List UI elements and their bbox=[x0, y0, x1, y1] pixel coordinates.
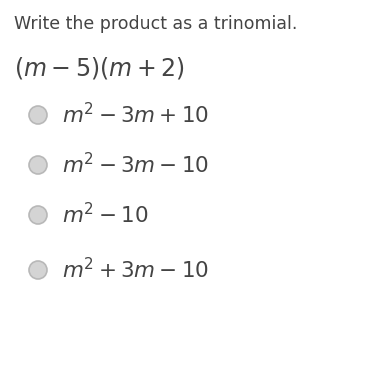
Circle shape bbox=[29, 106, 47, 124]
Text: $m^2-10$: $m^2-10$ bbox=[62, 203, 149, 228]
Circle shape bbox=[29, 206, 47, 224]
Text: Write the product as a trinomial.: Write the product as a trinomial. bbox=[14, 15, 298, 33]
Circle shape bbox=[29, 156, 47, 174]
Text: $m^2-3m-10$: $m^2-3m-10$ bbox=[62, 152, 209, 177]
Text: $(m-5)(m+2)$: $(m-5)(m+2)$ bbox=[14, 55, 185, 81]
Circle shape bbox=[29, 261, 47, 279]
Text: $m^2-3m+10$: $m^2-3m+10$ bbox=[62, 102, 209, 127]
Text: $m^2+3m-10$: $m^2+3m-10$ bbox=[62, 258, 209, 283]
